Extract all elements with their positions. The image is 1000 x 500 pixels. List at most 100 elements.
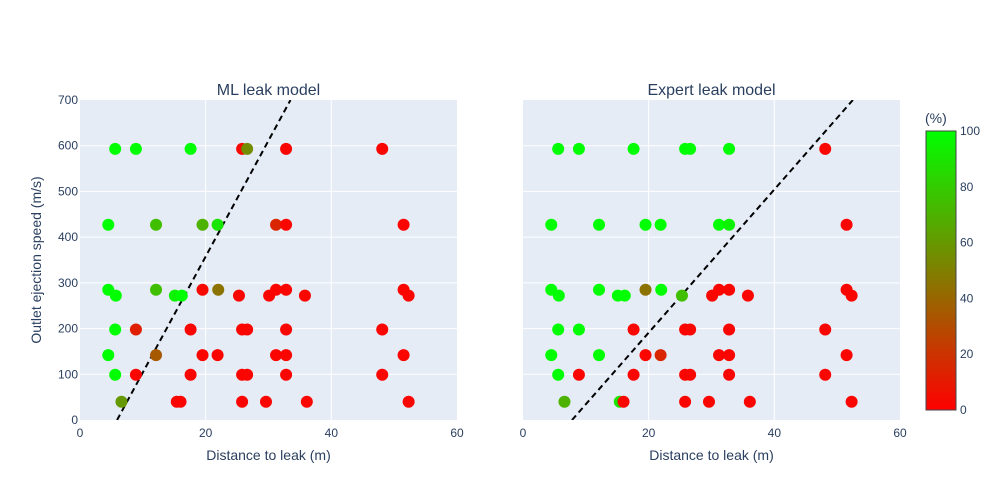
y-tick-label: 300	[58, 276, 78, 290]
data-point	[840, 349, 853, 362]
boundary-line-ml	[116, 100, 292, 420]
data-point	[627, 368, 640, 381]
data-point	[617, 395, 630, 408]
plot-area-ml	[80, 100, 457, 420]
data-point	[572, 323, 585, 336]
colorbar-gradient	[925, 130, 957, 411]
data-point	[129, 368, 142, 381]
x-tick-label: 0	[77, 426, 84, 440]
data-point	[402, 289, 415, 302]
data-point	[639, 349, 652, 362]
data-point	[241, 323, 254, 336]
data-point	[639, 218, 652, 231]
data-point	[376, 142, 389, 155]
data-point	[109, 289, 122, 302]
data-point	[196, 349, 209, 362]
data-point	[280, 349, 293, 362]
ml-leak-model-panel: 0 20 40 60 0 100 200 300 400 500 600 700 ML leak m…	[28, 82, 464, 463]
data-point	[232, 289, 245, 302]
x-ticks-ml: 0 20 40 60	[77, 426, 464, 440]
y-tick-label: 100	[58, 367, 78, 381]
data-point	[175, 289, 188, 302]
data-point	[109, 142, 122, 155]
x-tick-label: 40	[768, 426, 782, 440]
data-point	[552, 289, 565, 302]
colorbar-tick-label: 20	[960, 347, 974, 361]
data-point	[593, 349, 606, 362]
data-point	[280, 142, 293, 155]
data-point	[397, 349, 410, 362]
data-point	[723, 218, 736, 231]
y-tick-label: 700	[58, 93, 78, 107]
x-tick-label: 20	[642, 426, 656, 440]
data-point	[684, 142, 697, 155]
data-point	[196, 218, 209, 231]
data-point	[241, 142, 254, 155]
data-point	[376, 368, 389, 381]
data-point	[102, 349, 115, 362]
y-tick-label: 600	[58, 139, 78, 153]
x-tick-label: 20	[199, 426, 213, 440]
data-point	[259, 395, 272, 408]
data-point	[280, 283, 293, 296]
data-point	[212, 283, 225, 296]
data-point	[102, 218, 115, 231]
data-point	[397, 218, 410, 231]
data-point	[713, 349, 726, 362]
points-ml	[102, 142, 415, 408]
data-point	[593, 218, 606, 231]
colorbar-tick-label: 100	[960, 124, 980, 138]
data-point	[679, 395, 692, 408]
data-point	[572, 142, 585, 155]
colorbar-ticks: 0 20 40 60 80 100	[960, 124, 980, 417]
expert-leak-model-panel: 0 20 40 60 Expert leak model Distance to le…	[520, 82, 907, 463]
y-tick-label: 200	[58, 322, 78, 336]
data-point	[593, 283, 606, 296]
x-tick-label: 60	[893, 426, 907, 440]
colorbar-tick-label: 40	[960, 291, 974, 305]
data-point	[639, 283, 652, 296]
chart-title-expert: Expert leak model	[647, 82, 775, 99]
data-point	[819, 142, 832, 155]
colorbar-title: (%)	[925, 110, 947, 126]
data-point	[627, 142, 640, 155]
data-point	[236, 395, 249, 408]
data-point	[174, 395, 187, 408]
y-tick-label: 0	[71, 413, 78, 427]
colorbar-tick-label: 0	[960, 403, 967, 417]
data-point	[552, 142, 565, 155]
x-tick-label: 60	[450, 426, 464, 440]
y-ticks-ml: 0 100 200 300 400 500 600 700	[58, 93, 78, 427]
data-point	[211, 218, 224, 231]
data-point	[270, 349, 283, 362]
data-point	[280, 368, 293, 381]
data-point	[270, 218, 283, 231]
y-tick-label: 500	[58, 184, 78, 198]
data-point	[743, 395, 756, 408]
data-point	[723, 142, 736, 155]
data-point	[845, 395, 858, 408]
data-point	[845, 289, 858, 302]
data-point	[184, 142, 197, 155]
x-axis-title-expert: Distance to leak (m)	[649, 447, 773, 463]
data-point	[840, 218, 853, 231]
boundary-line	[116, 100, 292, 420]
x-ticks-expert: 0 20 40 60	[520, 426, 907, 440]
data-point	[819, 368, 832, 381]
data-point	[654, 218, 667, 231]
data-point	[300, 395, 313, 408]
data-point	[109, 323, 122, 336]
data-point	[150, 218, 163, 231]
data-point	[402, 395, 415, 408]
data-point	[150, 283, 163, 296]
data-point	[741, 289, 754, 302]
data-point	[280, 218, 293, 231]
data-point	[552, 368, 565, 381]
y-tick-label: 400	[58, 230, 78, 244]
colorbar: (%) 0 20 40 60 80 100	[925, 110, 980, 417]
data-point	[552, 323, 565, 336]
data-point	[702, 395, 715, 408]
data-point	[196, 283, 209, 296]
data-point	[723, 323, 736, 336]
